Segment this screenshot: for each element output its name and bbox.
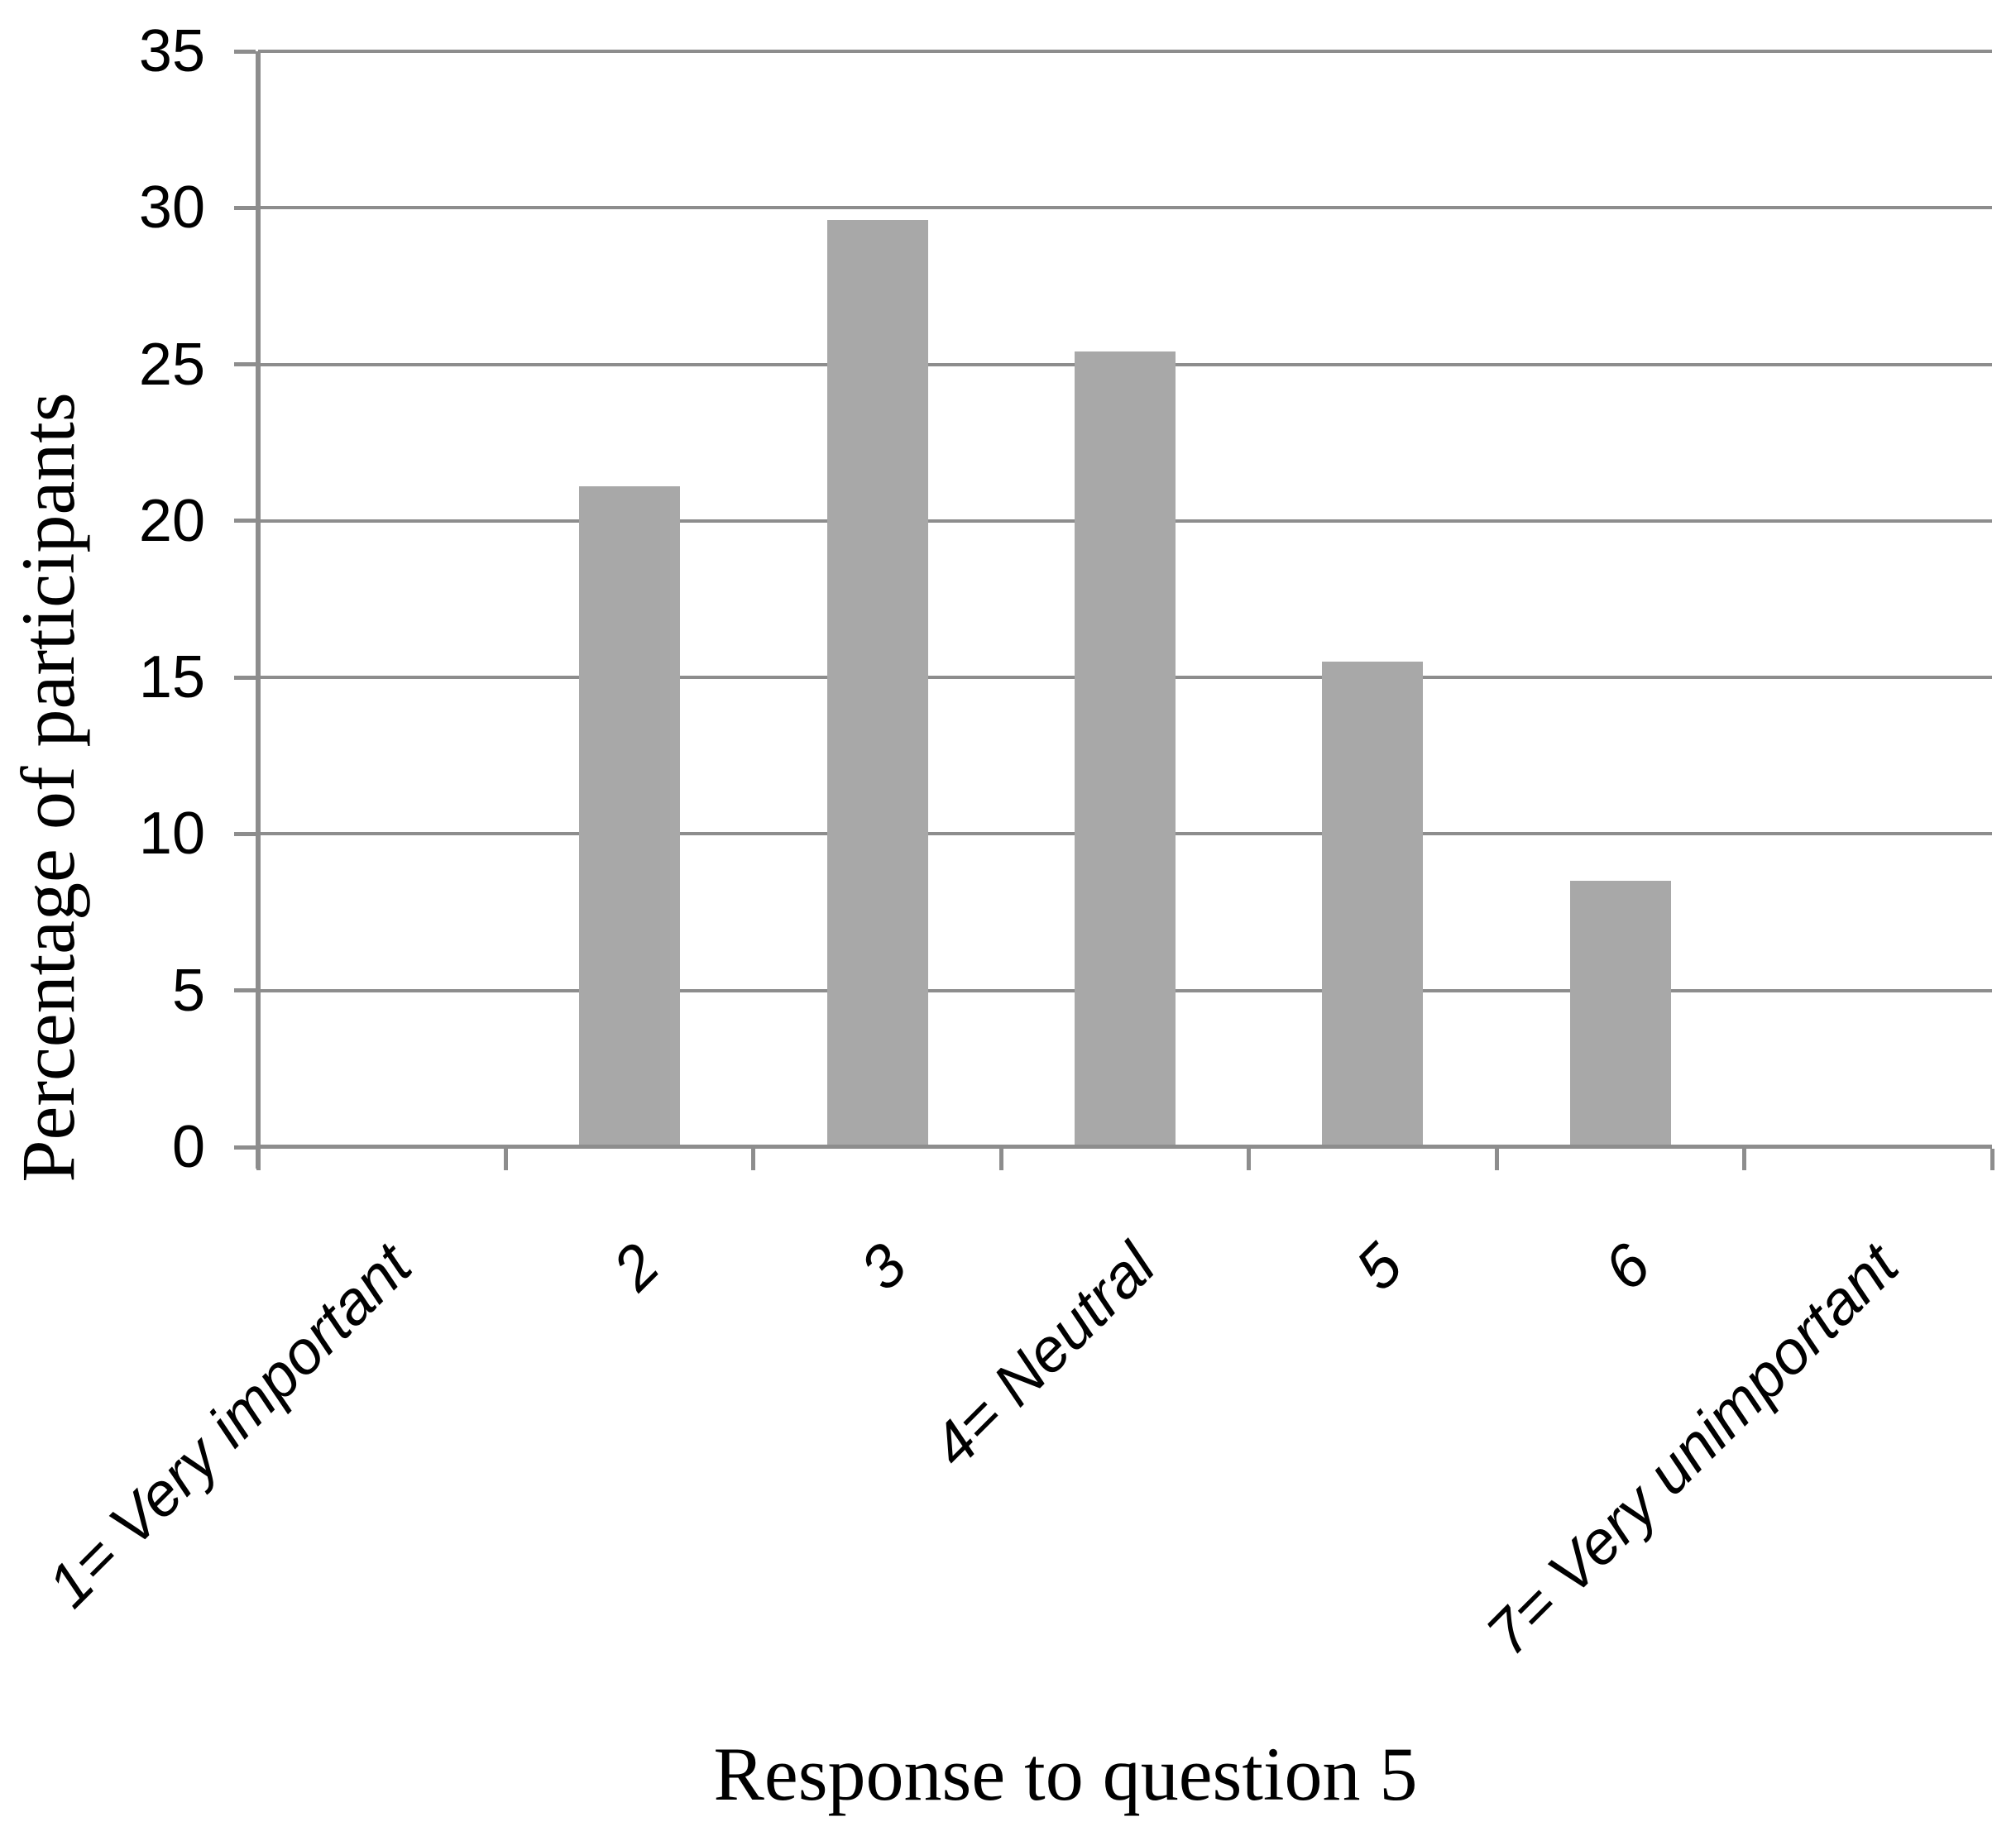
x-tick-label: 7= Very unimportant [1472, 1230, 1911, 1669]
y-tick-mark [234, 831, 256, 836]
y-tick-mark [234, 49, 256, 54]
x-tick-label: 2 [599, 1230, 673, 1303]
x-tick-mark [503, 1149, 508, 1170]
x-tick-mark [751, 1149, 756, 1170]
x-tick-mark [1494, 1149, 1499, 1170]
y-axis-line [256, 51, 261, 1169]
x-axis-title: Response to question 5 [713, 1732, 1418, 1816]
gridline-30 [258, 206, 1992, 210]
y-tick-label: 15 [138, 644, 205, 711]
y-tick-mark [234, 1145, 256, 1150]
y-tick-mark [234, 205, 256, 210]
y-tick-label: 0 [171, 1114, 205, 1180]
bar-category-4 [1075, 351, 1176, 1147]
x-tick-label: 5 [1342, 1230, 1415, 1303]
y-tick-mark [234, 519, 256, 524]
gridline-35 [258, 50, 1992, 53]
x-tick-label: 4= Neutral [917, 1230, 1168, 1480]
x-tick-mark [1990, 1149, 1994, 1170]
y-axis-title: Percentage of participants [6, 392, 90, 1183]
x-tick-mark [998, 1149, 1003, 1170]
y-tick-mark [234, 675, 256, 680]
y-tick-label: 25 [138, 331, 205, 398]
x-axis-line [258, 1145, 1992, 1149]
y-tick-label: 30 [138, 175, 205, 241]
bar-category-5 [1322, 662, 1424, 1147]
x-tick-label: 3 [847, 1230, 920, 1303]
y-tick-label: 5 [171, 957, 205, 1024]
bar-category-2 [579, 486, 681, 1147]
x-tick-label: 6 [1590, 1230, 1664, 1303]
y-tick-mark [234, 362, 256, 367]
y-tick-label: 35 [138, 18, 205, 84]
bar-category-3 [826, 220, 928, 1147]
bar-category-6 [1569, 881, 1671, 1147]
plot-area: 0 5 10 15 20 25 30 35 1= Very important 2 3 4= Neut… [35, 18, 1994, 1668]
x-tick-mark [1247, 1149, 1252, 1170]
y-tick-label: 20 [138, 487, 205, 554]
x-tick-mark [1742, 1149, 1747, 1170]
y-tick-label: 10 [138, 801, 205, 868]
x-tick-label: 1= Very important [34, 1230, 425, 1621]
y-tick-mark [234, 988, 256, 993]
